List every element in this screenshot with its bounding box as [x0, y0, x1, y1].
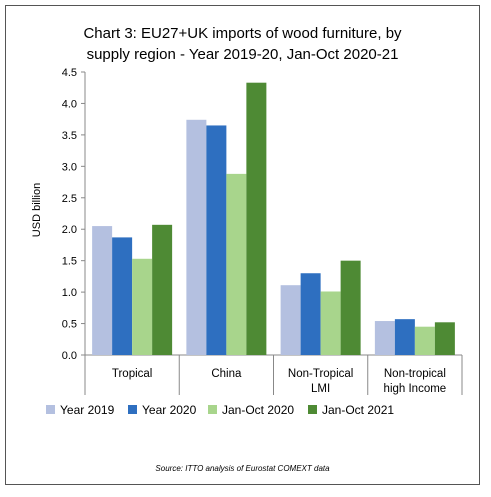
bar: [132, 258, 153, 355]
y-tick-label: 1.5: [62, 256, 77, 268]
bar: [152, 224, 173, 355]
bar: [434, 322, 455, 355]
y-tick-label: 3.0: [62, 161, 77, 173]
bar: [92, 226, 113, 355]
y-tick-label: 4.5: [62, 67, 77, 79]
y-tick-label: 3.5: [62, 130, 77, 142]
legend-label: Jan-Oct 2021: [322, 403, 394, 417]
x-tick-label: Tropical: [112, 368, 152, 380]
plot-area: 0.0 0.5 1.0 1.5 2.0 2.5 3.0 3.5 4.0 4.5 Tropical Ch…: [46, 67, 463, 417]
y-tick-label: 2.5: [62, 193, 77, 205]
legend-label: Jan-Oct 2020: [222, 403, 294, 417]
bar: [186, 119, 207, 355]
y-axis-label: USD billion: [31, 183, 43, 237]
legend-label: Year 2019: [60, 403, 115, 417]
legend-swatch: [128, 405, 137, 414]
legend-label: Year 2020: [142, 403, 197, 417]
chart-title-line-1: Chart 3: EU27+UK imports of wood furnitu…: [83, 25, 402, 42]
x-tick-label: China: [211, 368, 242, 380]
bar: [112, 237, 133, 355]
legend-swatch: [208, 405, 217, 414]
y-tick-label: 0.0: [62, 350, 77, 362]
chart-title-line-2: supply region - Year 2019-20, Jan-Oct 20…: [86, 46, 399, 63]
bar: [394, 319, 415, 355]
y-axis-label-group: USD billion: [31, 183, 43, 237]
bar: [320, 291, 341, 355]
bar: [280, 285, 301, 355]
bar: [374, 321, 395, 355]
source-note: Source: ITTO analysis of Eurostat COMEXT…: [155, 464, 330, 473]
bar: [226, 173, 247, 355]
bar: [300, 273, 321, 355]
y-tick-label: 4.0: [62, 98, 77, 110]
legend-swatch: [46, 405, 55, 414]
y-tick-label: 2.0: [62, 224, 77, 236]
bar: [414, 326, 435, 355]
bar: [246, 82, 267, 356]
bar: [340, 260, 361, 355]
x-tick-label: LMI: [311, 383, 330, 395]
x-tick-label: Non-Tropical: [288, 368, 353, 380]
bar: [206, 125, 227, 355]
x-tick-label: Non-tropical: [384, 368, 446, 380]
y-tick-label: 1.0: [62, 287, 77, 299]
x-tick-label: high Income: [384, 383, 447, 395]
legend-swatch: [308, 405, 317, 414]
y-tick-label: 0.5: [62, 319, 77, 331]
chart-title: Chart 3: EU27+UK imports of wood furnitu…: [6, 23, 479, 65]
